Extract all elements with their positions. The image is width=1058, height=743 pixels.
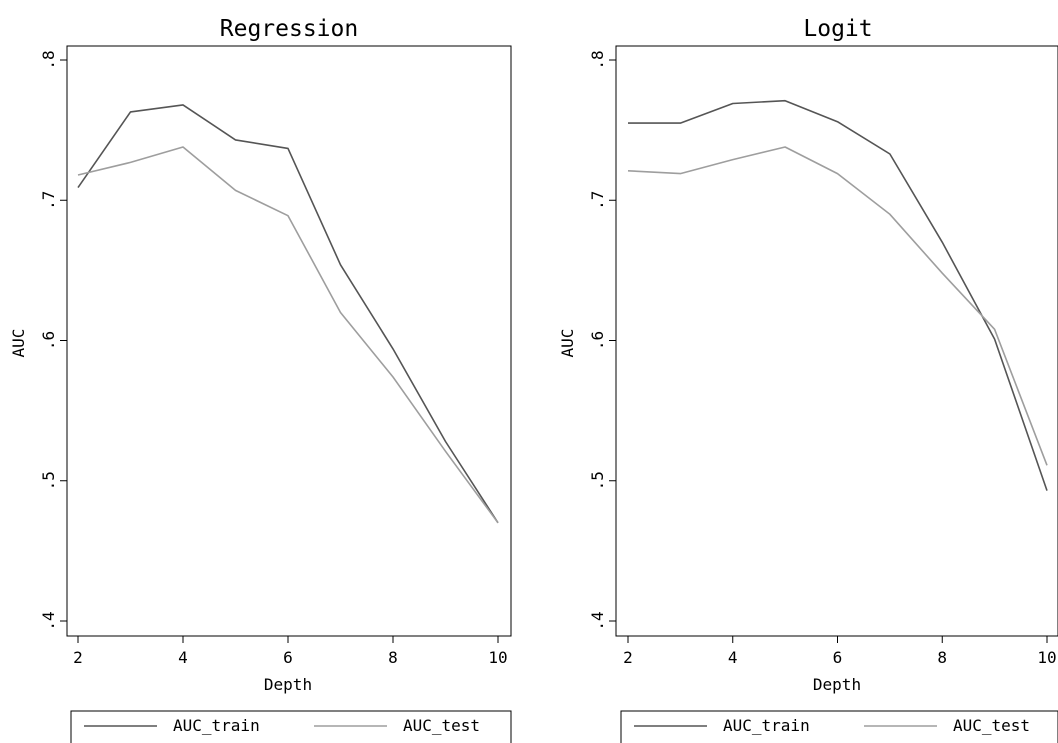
legend-label-train: AUC_train bbox=[173, 716, 260, 735]
series-line-auc-test bbox=[627, 146, 1048, 466]
legend-box bbox=[70, 710, 512, 743]
series-line-auc-test bbox=[77, 146, 499, 524]
y-tick-label: .4 bbox=[39, 611, 58, 630]
x-tick-label: 4 bbox=[728, 648, 738, 667]
legend: AUC_train AUC_test bbox=[70, 710, 512, 743]
x-axis-label: Depth bbox=[813, 675, 861, 694]
panel-title: Logit bbox=[803, 16, 872, 42]
y-tick-label: .6 bbox=[39, 331, 58, 350]
y-tick-label: .8 bbox=[588, 50, 607, 69]
x-tick-label: 2 bbox=[623, 648, 633, 667]
legend: AUC_train AUC_test bbox=[620, 710, 1058, 743]
legend-label-train: AUC_train bbox=[723, 716, 810, 735]
legend-box bbox=[620, 710, 1058, 743]
plot-area bbox=[615, 45, 1058, 637]
x-tick-label: 6 bbox=[833, 648, 843, 667]
x-tick-label: 4 bbox=[178, 648, 188, 667]
y-tick-label: .4 bbox=[588, 611, 607, 630]
logit-panel: Logit 2 4 6 8 10 .4 .5 .6 .7 .8 Depth AUC AUC_tra… bbox=[558, 16, 1058, 743]
y-tick-label: .8 bbox=[39, 50, 58, 69]
y-tick-label: .6 bbox=[588, 331, 607, 350]
y-tick-label: .7 bbox=[588, 191, 607, 210]
plot-area bbox=[66, 45, 512, 637]
y-tick-label: .5 bbox=[588, 471, 607, 490]
x-tick-label: 6 bbox=[283, 648, 293, 667]
series-line-auc-train bbox=[77, 104, 499, 524]
x-tick-label: 10 bbox=[488, 648, 507, 667]
y-axis-label: AUC bbox=[9, 329, 28, 358]
x-tick-label: 2 bbox=[73, 648, 83, 667]
y-tick-label: .7 bbox=[39, 191, 58, 210]
plot-marks: 2 4 6 8 10 .4 .5 .6 .7 .8 bbox=[588, 50, 1057, 667]
legend-label-test: AUC_test bbox=[403, 716, 480, 735]
series-line-auc-train bbox=[628, 99, 1048, 491]
panel-title: Regression bbox=[220, 16, 358, 42]
x-axis-label: Depth bbox=[264, 675, 312, 694]
x-tick-label: 8 bbox=[388, 648, 398, 667]
plot-marks: 2 4 6 8 10 .4 .5 .6 .7 .8 bbox=[39, 50, 508, 667]
y-tick-label: .5 bbox=[39, 471, 58, 490]
legend-label-test: AUC_test bbox=[953, 716, 1030, 735]
x-tick-label: 8 bbox=[937, 648, 947, 667]
y-axis-label: AUC bbox=[558, 329, 577, 358]
regression-panel: Regression 2 4 6 8 10 .4 .5 .6 .7 .8 Depth AUC AU… bbox=[9, 16, 512, 743]
x-tick-label: 10 bbox=[1037, 648, 1056, 667]
